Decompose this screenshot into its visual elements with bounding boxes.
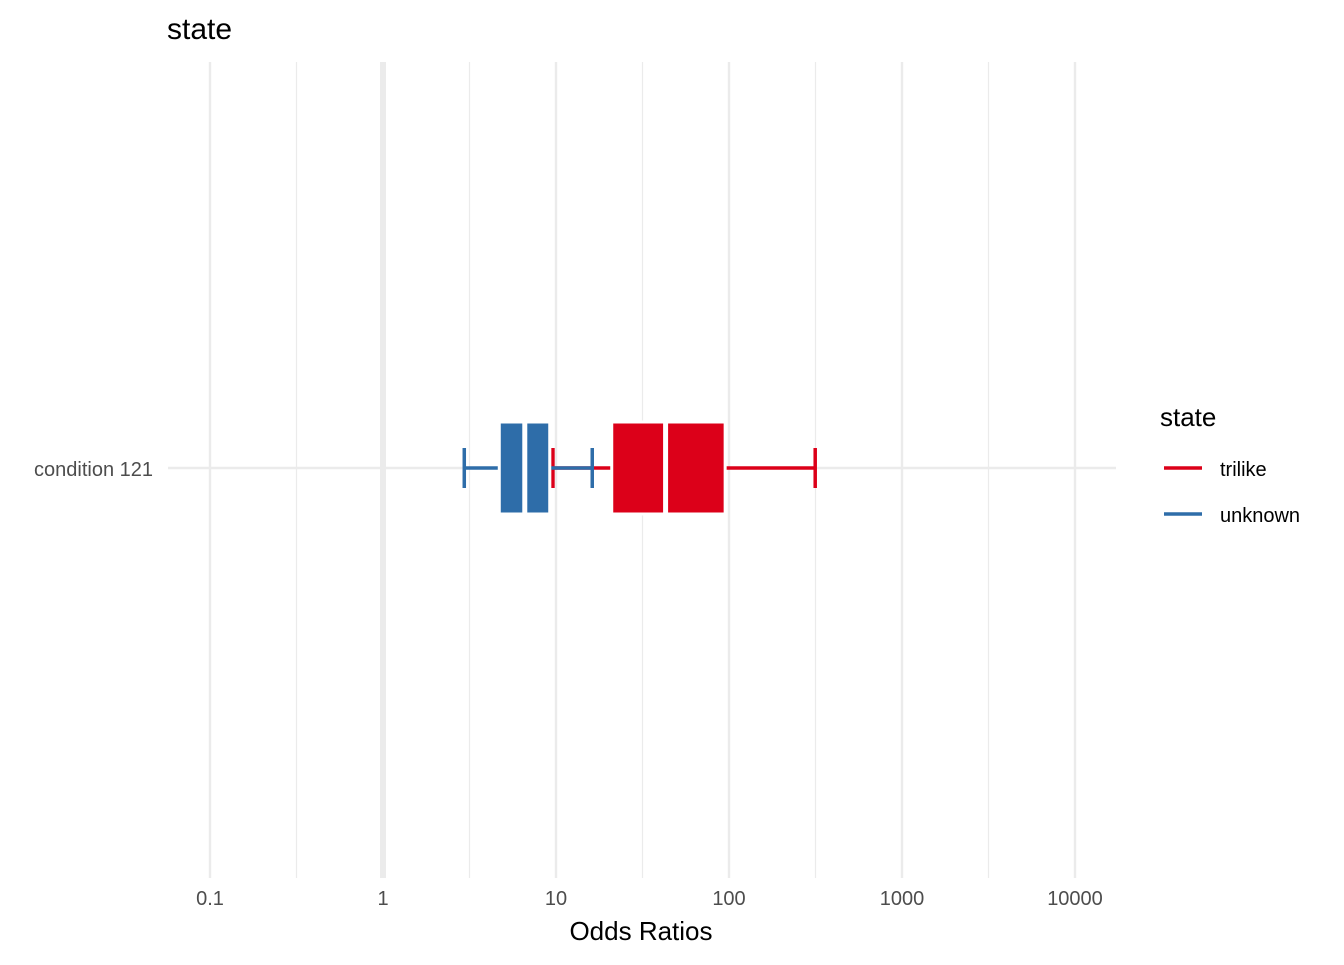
x-axis-ticks: 0.1 1 10 100 1000 10000 <box>196 888 1103 910</box>
x-tick-label: 1 <box>377 888 388 910</box>
legend-item-unknown: unknown <box>1164 505 1300 527</box>
legend: state trilike unknown <box>1160 402 1300 527</box>
x-tick-label: 10 <box>545 888 567 910</box>
chart-title: state <box>167 13 232 46</box>
x-tick-label: 1000 <box>880 888 925 910</box>
y-tick-label: condition 121 <box>34 459 153 481</box>
marks-layer <box>462 420 817 516</box>
boxplot-unknown <box>462 420 594 516</box>
legend-label: trilike <box>1220 459 1267 481</box>
x-axis-label: Odds Ratios <box>569 916 712 946</box>
x-tick-label: 0.1 <box>196 888 224 910</box>
iqr-box <box>610 420 727 516</box>
legend-item-trilike: trilike <box>1164 459 1267 481</box>
legend-label: unknown <box>1220 505 1300 527</box>
y-axis-ticks: condition 121 <box>34 459 153 481</box>
legend-items: trilike unknown <box>1164 459 1300 527</box>
x-tick-label: 10000 <box>1047 888 1103 910</box>
legend-title: state <box>1160 402 1216 432</box>
x-tick-label: 100 <box>712 888 745 910</box>
